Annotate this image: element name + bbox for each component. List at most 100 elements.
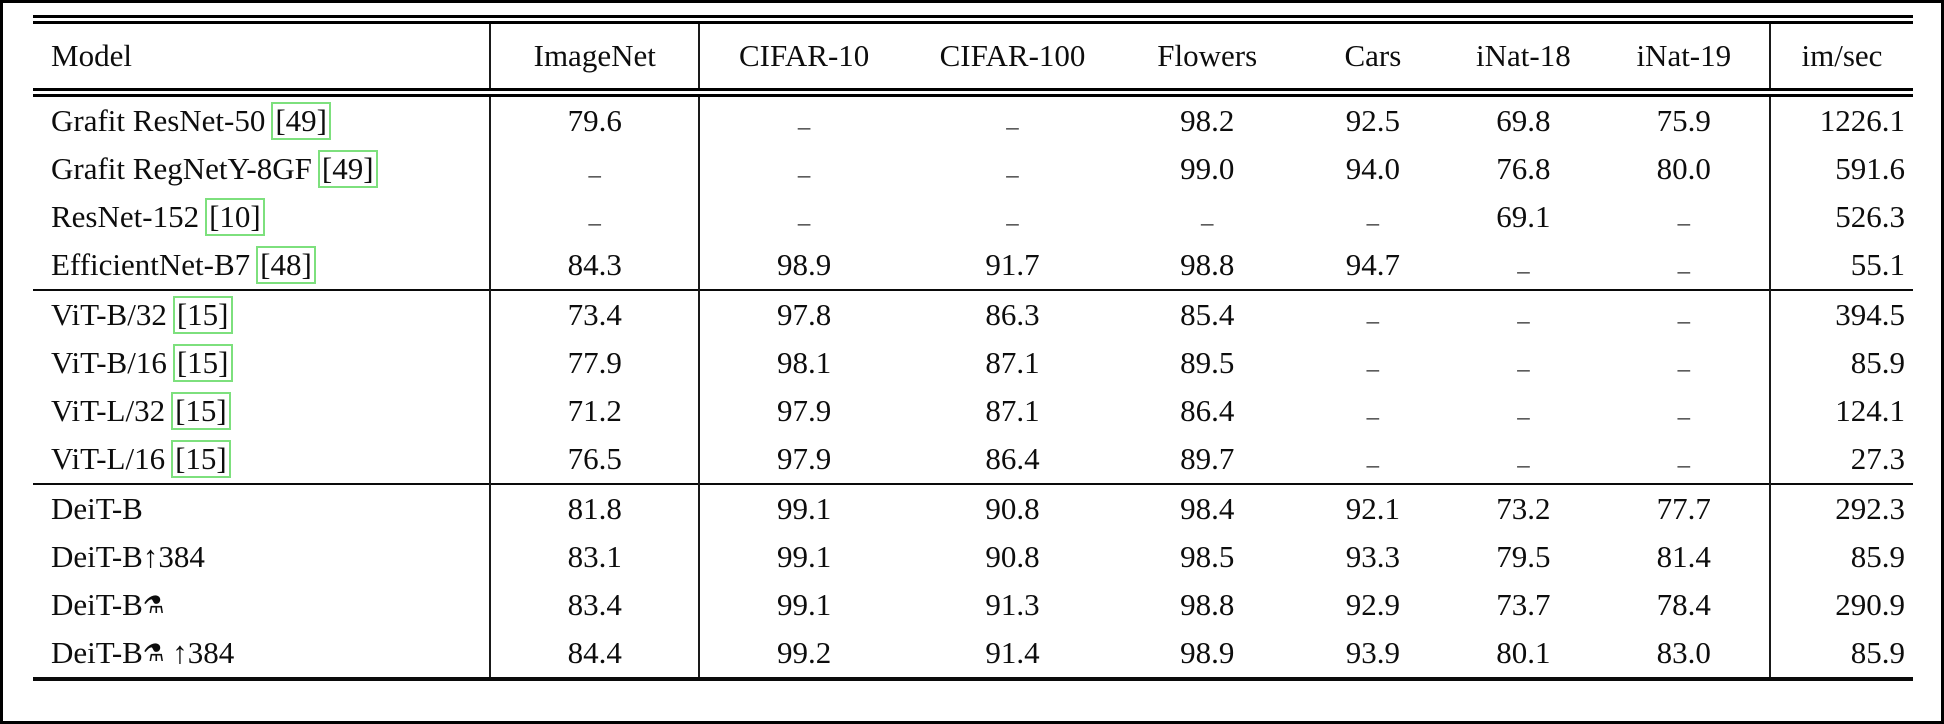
- value-cell: 86.4: [985, 441, 1040, 476]
- value-cell: 84.4: [490, 629, 701, 679]
- value-cell: 97.9: [776, 441, 832, 476]
- value-cell: 98.8: [1180, 247, 1235, 282]
- value-cell: 97.8: [699, 289, 909, 339]
- table-row: EfficientNet-B7 [48] 84.3 98.9 91.7 98.8 94.7 –…: [33, 241, 1913, 290]
- results-table: Model ImageNet CIFAR-10 CIFAR-100 Flower…: [33, 15, 1913, 681]
- value-cell: 91.7: [985, 247, 1040, 282]
- value-cell: 591.6: [1768, 145, 1913, 193]
- value-cell: 77.7: [1598, 483, 1770, 533]
- header-imagenet: ImageNet: [490, 19, 701, 97]
- value-cell: 85.9: [1768, 339, 1913, 387]
- missing-value-dash: –: [1677, 356, 1690, 383]
- value-cell: 85.9: [1768, 533, 1913, 581]
- table-row: ViT-B/16 [15] 77.9 98.1 87.1 89.5 – – – 85.9: [33, 339, 1913, 387]
- missing-value-dash: –: [1006, 162, 1019, 189]
- value-cell: –: [908, 193, 1117, 241]
- value-cell: 87.1: [985, 393, 1040, 428]
- value-cell: –: [699, 145, 908, 193]
- header-cars: Cars: [1297, 19, 1449, 97]
- missing-value-dash: –: [1677, 404, 1690, 431]
- citation-link[interactable]: [15]: [171, 392, 231, 430]
- value-cell: –: [1448, 435, 1599, 484]
- value-cell: –: [1298, 387, 1449, 435]
- value-cell: 86.3: [908, 289, 1117, 339]
- citation-link[interactable]: [48]: [256, 246, 316, 284]
- value-cell: 99.1: [699, 483, 909, 533]
- missing-value-dash: –: [1366, 308, 1380, 335]
- value-cell: 73.2: [1448, 483, 1599, 533]
- value-cell: –: [699, 93, 908, 146]
- missing-value-dash: –: [1677, 452, 1690, 479]
- value-cell: –: [1117, 193, 1298, 241]
- missing-value-dash: –: [1006, 210, 1019, 237]
- value-cell: 93.3: [1345, 539, 1400, 574]
- table-row: ViT-L/16 [15] 76.5 97.9 86.4 89.7 – – – 27.3: [33, 435, 1913, 484]
- header-flowers: Flowers: [1116, 19, 1298, 97]
- value-cell: 83.1: [490, 533, 701, 581]
- table-row: DeiT-B⚗ 83.4 99.1 91.3 98.8 92.9 73.7 78.4 290.9: [33, 581, 1913, 629]
- value-cell: 98.5: [1180, 539, 1235, 574]
- value-cell: 90.8: [908, 483, 1117, 533]
- value-cell: 69.1: [1496, 199, 1551, 234]
- value-cell: –: [1298, 435, 1449, 484]
- missing-value-dash: –: [1517, 356, 1530, 383]
- missing-value-dash: –: [1366, 404, 1380, 431]
- table-row: Grafit ResNet-50 [49] 79.6 – – 98.2 92.5 69.8 75…: [33, 92, 1913, 146]
- table-row: ViT-L/32 [15] 71.2 97.9 87.1 86.4 – – – 124.1: [33, 387, 1913, 435]
- citation-link[interactable]: [49]: [271, 102, 332, 140]
- value-cell: 394.5: [1768, 289, 1913, 339]
- header-inat18: iNat-18: [1448, 19, 1599, 97]
- missing-value-dash: –: [797, 114, 811, 141]
- model-name-cell: DeiT-B↑384: [33, 533, 492, 581]
- table-row: DeiT-B⚗ ↑384 84.4 99.2 91.4 98.9 93.9 80.1 83.0…: [33, 629, 1913, 679]
- missing-value-dash: –: [1366, 210, 1380, 237]
- value-cell: 526.3: [1768, 193, 1913, 241]
- value-cell: 27.3: [1768, 435, 1913, 484]
- value-cell: 80.1: [1496, 635, 1551, 670]
- missing-value-dash: –: [1006, 114, 1019, 141]
- model-name-cell: ViT-L/32 [15]: [33, 387, 492, 435]
- missing-value-dash: –: [797, 210, 811, 237]
- value-cell: 98.1: [776, 345, 832, 380]
- missing-value-dash: –: [1517, 258, 1530, 285]
- citation-link[interactable]: [15]: [172, 344, 233, 382]
- missing-value-dash: –: [1517, 404, 1530, 431]
- citation-link[interactable]: [10]: [205, 198, 265, 236]
- value-cell: –: [1298, 193, 1449, 241]
- header-inat19: iNat-19: [1598, 19, 1770, 97]
- value-cell: 91.3: [985, 587, 1040, 622]
- value-cell: 71.2: [490, 387, 701, 435]
- citation-link[interactable]: [15]: [171, 440, 231, 478]
- value-cell: 98.9: [776, 247, 832, 282]
- model-name-cell: ViT-L/16 [15]: [33, 435, 492, 484]
- missing-value-dash: –: [1366, 452, 1380, 479]
- value-cell: 98.9: [1180, 635, 1235, 670]
- missing-value-dash: –: [1677, 308, 1690, 335]
- missing-value-dash: –: [588, 162, 601, 189]
- value-cell: –: [1599, 339, 1770, 387]
- missing-value-dash: –: [1517, 308, 1530, 335]
- value-cell: 91.4: [985, 635, 1040, 670]
- value-cell: 55.1: [1768, 241, 1913, 290]
- value-cell: 83.4: [490, 581, 701, 629]
- value-cell: 92.9: [1345, 587, 1400, 622]
- missing-value-dash: –: [1366, 356, 1380, 383]
- citation-link[interactable]: [49]: [317, 150, 378, 188]
- value-cell: 76.8: [1496, 151, 1551, 186]
- value-cell: 1226.1: [1768, 92, 1913, 145]
- missing-value-dash: –: [1517, 452, 1530, 479]
- value-cell: 83.0: [1656, 635, 1711, 670]
- table-row: DeiT-B 81.8 99.1 90.8 98.4 92.1 73.2 77.7 292.3: [33, 483, 1913, 533]
- value-cell: 89.7: [1180, 441, 1235, 476]
- model-name-cell: DeiT-B⚗ ↑384: [33, 629, 492, 679]
- value-cell: –: [1598, 289, 1770, 339]
- value-cell: –: [1599, 435, 1770, 484]
- value-cell: 76.5: [490, 435, 701, 484]
- model-name-cell: EfficientNet-B7 [48]: [33, 241, 492, 290]
- citation-link[interactable]: [15]: [172, 296, 233, 334]
- value-cell: 87.1: [985, 345, 1040, 380]
- value-cell: 93.9: [1345, 635, 1400, 670]
- value-cell: 78.4: [1656, 587, 1711, 622]
- distillation-alembic-icon: ⚗: [142, 639, 165, 667]
